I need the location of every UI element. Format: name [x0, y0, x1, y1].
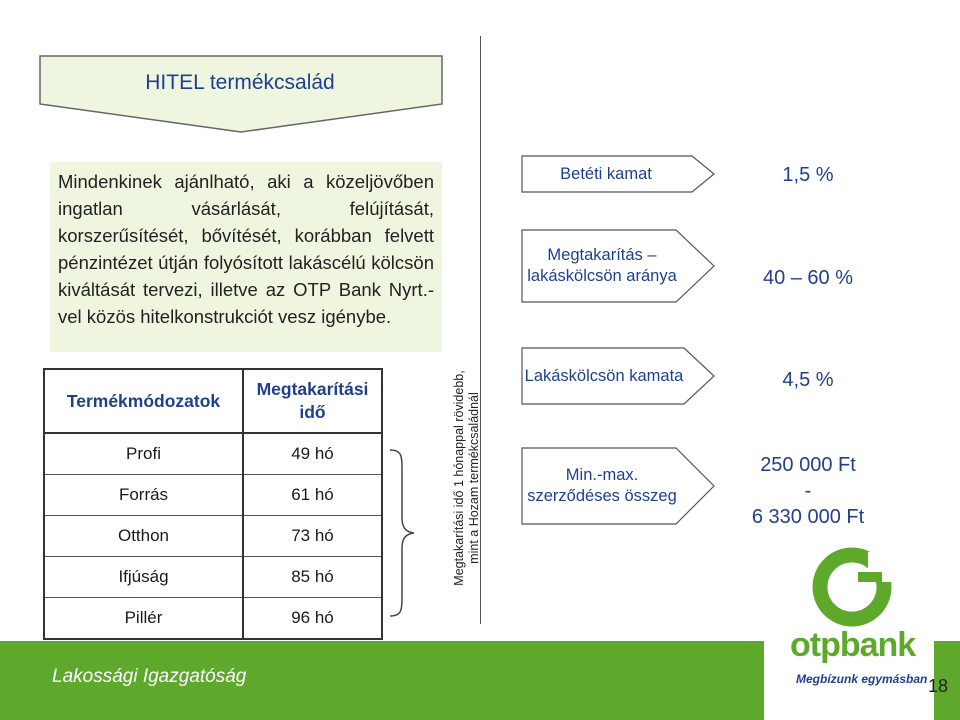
table-header-row: Termékmódozatok Megtakarítási idő [44, 369, 382, 434]
title-shape [39, 55, 443, 133]
savings-duration: 49 hó [291, 444, 334, 463]
arrow-shape-ratio [521, 229, 715, 303]
arrow-shapes [521, 155, 715, 525]
column-header-product: Termékmódozatok [44, 369, 244, 434]
savings-loan-ratio-label: Megtakarítás – lakáskölcsön aránya [527, 246, 677, 285]
deposit-rate-value: 1,5 % [782, 164, 834, 186]
table-row: Ifjúság 85 hó [44, 556, 382, 598]
brand-name: otpbank [790, 626, 916, 664]
right-brace-icon [389, 449, 415, 617]
intro-background [50, 162, 442, 352]
arrow-shape-deposit-rate [521, 155, 715, 193]
table-row: Forrás 61 hó [44, 474, 382, 516]
product-name: Ifjúság [44, 556, 244, 598]
brand-slogan: Megbízunk egymásban [796, 672, 928, 686]
loan-rate-value: 4,5 % [782, 369, 834, 391]
product-name: Otthon [44, 515, 244, 557]
savings-duration: 61 hó [243, 474, 382, 516]
arrow-shape-contract-amount [521, 447, 715, 525]
loan-rate-label: Lakáskölcsön kamata [524, 366, 684, 385]
table-row: Profi 49 hó [44, 433, 382, 475]
rotated-note: Megtakarítási idő 1 hónappal rövidebb, m… [452, 370, 481, 586]
product-table: Termékmódozatok Megtakarítási idő Profi … [43, 368, 383, 640]
contract-amount-min: 250 000 Ft [760, 454, 856, 476]
table-row: Otthon 73 hó [44, 515, 382, 557]
otp-logo-icon [812, 547, 894, 627]
product-name: Forrás [44, 474, 244, 516]
column-header-duration: Megtakarítási idő [243, 369, 382, 434]
contract-amount-separator: - [804, 480, 812, 502]
intro-text: Mindenkinek ajánlható, aki a közeljövőbe… [58, 171, 434, 327]
deposit-rate-label: Betéti kamat [560, 164, 652, 183]
contract-amount-label: Min.-max. szerződéses összeg [527, 466, 677, 505]
table-row: Pillér 96 hó [44, 597, 382, 639]
vertical-divider [480, 36, 481, 624]
product-name: Pillér [44, 597, 244, 639]
savings-loan-ratio-value: 40 – 60 % [762, 267, 854, 289]
footer-text: Lakossági Igazgatóság [52, 666, 247, 687]
product-name: Profi [44, 433, 244, 475]
contract-amount-value: 250 000 Ft - 6 330 000 Ft [730, 452, 886, 530]
arrow-shape-loan-rate [521, 347, 715, 405]
savings-duration: 85 hó [243, 556, 382, 598]
contract-amount-max: 6 330 000 Ft [751, 506, 865, 528]
savings-duration: 96 hó [243, 597, 382, 639]
savings-duration: 73 hó [243, 515, 382, 557]
page-title: HITEL termékcsalád [145, 71, 335, 94]
page-number: 18 [928, 676, 949, 696]
